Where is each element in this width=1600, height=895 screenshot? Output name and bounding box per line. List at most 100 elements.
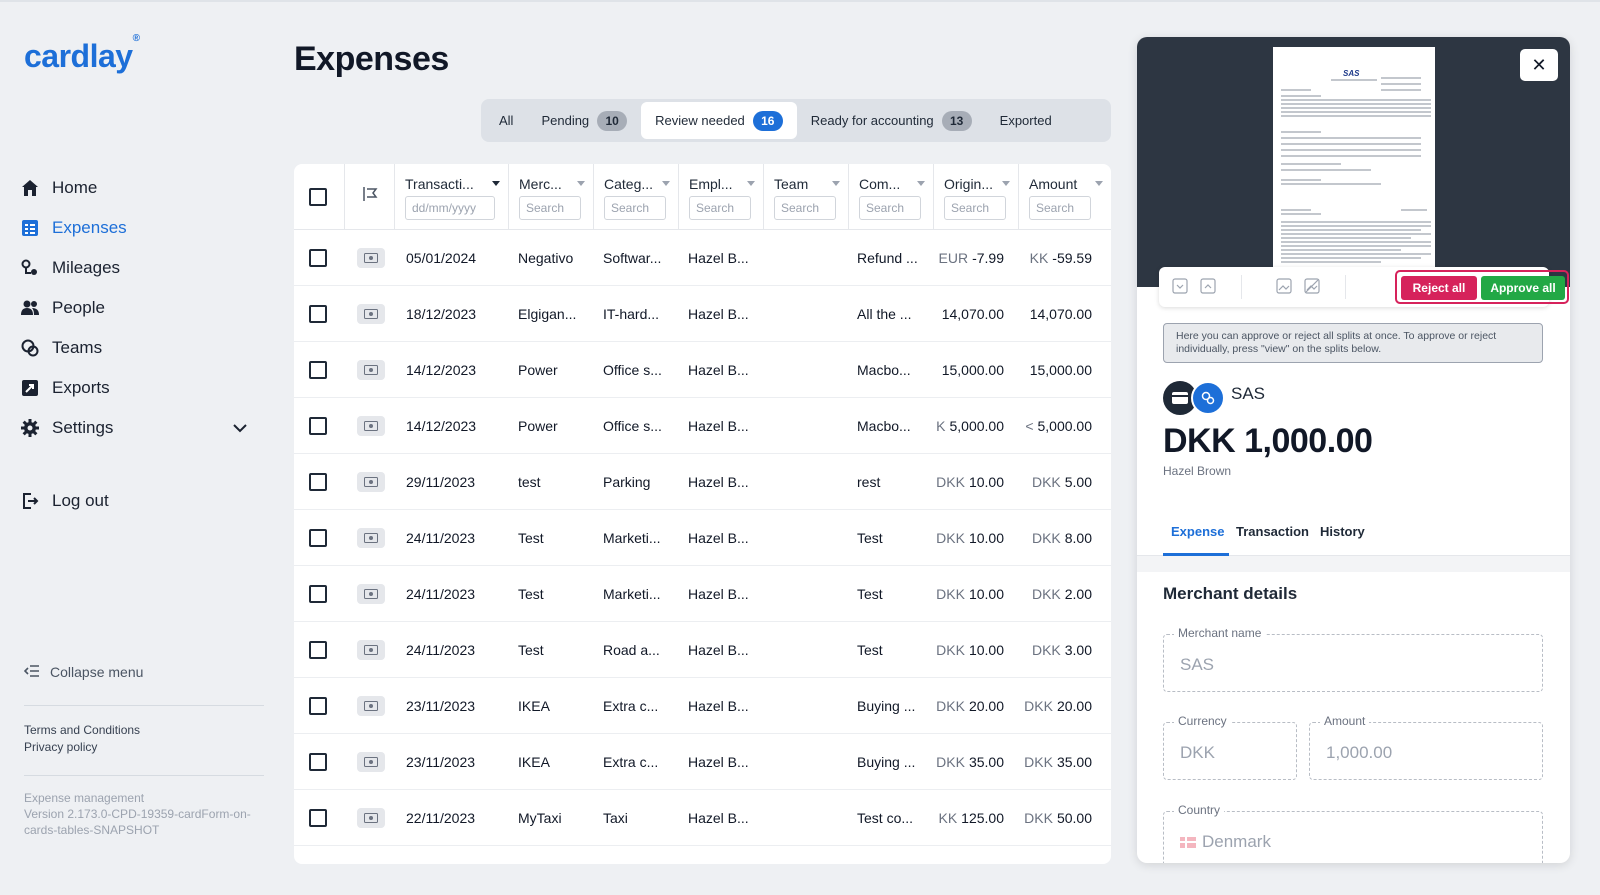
cell-comment: All the ...: [857, 306, 912, 322]
tab-all[interactable]: All: [485, 102, 527, 139]
receipt-icon[interactable]: [357, 472, 385, 492]
sidebar-item-exports[interactable]: Exports: [20, 368, 250, 408]
tab-transaction[interactable]: Transaction: [1236, 524, 1309, 539]
comment-search-input[interactable]: Search: [859, 196, 921, 220]
approve-all-button[interactable]: Approve all: [1481, 276, 1565, 300]
sidebar-item-people[interactable]: People: [20, 288, 250, 328]
row-checkbox[interactable]: [309, 305, 327, 323]
tab-expense[interactable]: Expense: [1171, 524, 1225, 539]
table-row[interactable]: 29/11/2023 test Parking Hazel B... rest DKK 10…: [294, 454, 1111, 510]
country-field[interactable]: Country Denmark: [1163, 803, 1543, 863]
close-button[interactable]: ✕: [1520, 49, 1558, 81]
tab-review-needed[interactable]: Review needed 16: [641, 102, 797, 139]
sort-icon[interactable]: [662, 181, 670, 186]
row-checkbox[interactable]: [309, 529, 327, 547]
column-header[interactable]: Team Search: [763, 164, 848, 230]
flag-icon[interactable]: [362, 186, 378, 207]
receipt-icon[interactable]: [357, 808, 385, 828]
row-checkbox[interactable]: [309, 641, 327, 659]
column-header[interactable]: Merc... Search: [508, 164, 593, 230]
sidebar-item-mileages[interactable]: Mileages: [20, 248, 250, 288]
table-row[interactable]: 22/11/2023 MyTaxi Taxi Hazel B... Test co...…: [294, 790, 1111, 846]
merchant-icons: [1163, 381, 1225, 415]
receipt-icon[interactable]: [357, 248, 385, 268]
row-checkbox[interactable]: [309, 417, 327, 435]
table-row[interactable]: 24/11/2023 Test Marketi... Hazel B... Test DK…: [294, 566, 1111, 622]
currency-code: DKK: [1024, 810, 1053, 826]
receipt-icon[interactable]: [357, 360, 385, 380]
row-checkbox[interactable]: [309, 249, 327, 267]
collapse-menu-button[interactable]: Collapse menu: [23, 664, 143, 680]
cell-category: Extra c...: [603, 754, 659, 770]
chevron-up-icon[interactable]: [1199, 277, 1217, 295]
tab-ready-for-accounting[interactable]: Ready for accounting 13: [797, 102, 986, 139]
date-filter-input[interactable]: dd/mm/yyyy: [405, 196, 495, 220]
select-all-checkbox[interactable]: [309, 188, 327, 206]
tab-history[interactable]: History: [1320, 524, 1365, 539]
logout-button[interactable]: Log out: [20, 481, 109, 521]
table-row[interactable]: 18/12/2023 Elgigan... IT-hard... Hazel B...…: [294, 286, 1111, 342]
reject-all-button[interactable]: Reject all: [1401, 276, 1477, 300]
sort-icon[interactable]: [1095, 181, 1103, 186]
cardlay-logo[interactable]: cardlay®: [24, 33, 140, 74]
row-checkbox[interactable]: [309, 809, 327, 827]
cell-category: Marketi...: [603, 586, 661, 602]
receipt-image[interactable]: SAS: [1273, 47, 1435, 272]
team-search-input[interactable]: Search: [774, 196, 836, 220]
amount-search-input[interactable]: Search: [1029, 196, 1091, 220]
table-row[interactable]: 24/11/2023 Test Road a... Hazel B... Test DKK…: [294, 622, 1111, 678]
sidebar-item-expenses[interactable]: Expenses: [20, 208, 250, 248]
table-row[interactable]: 23/11/2023 IKEA Extra c... Hazel B... Buying…: [294, 678, 1111, 734]
column-header[interactable]: Com... Search: [848, 164, 933, 230]
column-header[interactable]: Amount Search: [1018, 164, 1111, 230]
receipt-icon[interactable]: [357, 584, 385, 604]
table-row[interactable]: 23/11/2023 IKEA Extra c... Hazel B... Buying…: [294, 734, 1111, 790]
sort-icon[interactable]: [747, 181, 755, 186]
receipt-icon[interactable]: [357, 752, 385, 772]
table-row[interactable]: 14/12/2023 Power Office s... Hazel B... Macb…: [294, 342, 1111, 398]
sort-icon[interactable]: [492, 181, 500, 186]
terms-link[interactable]: Terms and Conditions: [24, 723, 141, 737]
receipt-icon[interactable]: [357, 528, 385, 548]
tab-pending[interactable]: Pending 10: [527, 102, 641, 139]
receipt-icon[interactable]: [357, 304, 385, 324]
table-row[interactable]: 24/11/2023 Test Marketi... Hazel B... Test DK…: [294, 510, 1111, 566]
row-checkbox[interactable]: [309, 361, 327, 379]
privacy-link[interactable]: Privacy policy: [24, 740, 98, 754]
sidebar-item-teams[interactable]: Teams: [20, 328, 250, 368]
row-checkbox[interactable]: [309, 585, 327, 603]
category-search-input[interactable]: Search: [604, 196, 666, 220]
sort-icon[interactable]: [1002, 181, 1010, 186]
image-remove-icon[interactable]: [1303, 277, 1321, 295]
row-checkbox[interactable]: [309, 753, 327, 771]
merchant-search-input[interactable]: Search: [519, 196, 581, 220]
chevron-down-icon[interactable]: [230, 418, 250, 438]
tab-exported[interactable]: Exported: [986, 102, 1066, 139]
currency-field[interactable]: Currency DKK: [1163, 714, 1297, 780]
column-header[interactable]: Empl... Search: [678, 164, 763, 230]
row-checkbox[interactable]: [309, 697, 327, 715]
sidebar-item-home[interactable]: Home: [20, 168, 250, 208]
merchant-name-field[interactable]: Merchant name SAS: [1163, 626, 1543, 692]
column-header[interactable]: Origin... Search: [933, 164, 1018, 230]
table-row[interactable]: 05/01/2024 Negativo Softwar... Hazel B... Re…: [294, 230, 1111, 286]
currency-code: DKK: [936, 586, 965, 602]
original-amount-search-input[interactable]: Search: [944, 196, 1006, 220]
employee-search-input[interactable]: Search: [689, 196, 751, 220]
row-checkbox[interactable]: [309, 473, 327, 491]
sidebar-item-settings[interactable]: Settings: [20, 408, 250, 448]
count-badge: 13: [941, 110, 972, 131]
image-zoom-icon[interactable]: [1275, 277, 1293, 295]
table-row[interactable]: 14/12/2023 Power Office s... Hazel B... Macb…: [294, 398, 1111, 454]
column-header[interactable]: Categ... Search: [593, 164, 678, 230]
receipt-icon[interactable]: [357, 696, 385, 716]
receipt-icon[interactable]: [357, 416, 385, 436]
receipt-line: [1281, 233, 1431, 235]
receipt-icon[interactable]: [357, 640, 385, 660]
sort-icon[interactable]: [832, 181, 840, 186]
sort-icon[interactable]: [917, 181, 925, 186]
chevron-down-icon[interactable]: [1171, 277, 1189, 295]
amount-field[interactable]: Amount 1,000.00: [1309, 714, 1543, 780]
sort-icon[interactable]: [577, 181, 585, 186]
column-header[interactable]: Transacti... dd/mm/yyyy: [394, 164, 508, 230]
